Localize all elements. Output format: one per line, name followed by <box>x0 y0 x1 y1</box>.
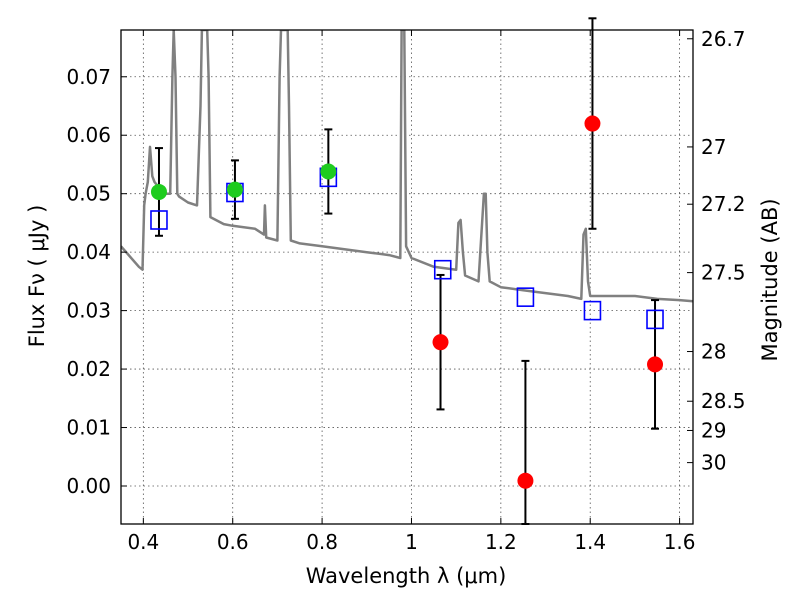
x-tick-label: 1.2 <box>485 530 517 554</box>
x-tick-label: 0.8 <box>306 530 338 554</box>
x-tick-label: 1.4 <box>574 530 606 554</box>
y-axis: 0.00 0.01 0.02 0.03 0.04 0.05 0.06 0.07 <box>66 65 127 498</box>
x-tick-label: 0.4 <box>127 530 159 554</box>
y-tick-label: 0.01 <box>66 416 111 440</box>
y-tick-label: 0.05 <box>66 182 111 206</box>
y-tick-label: 0.02 <box>66 357 111 381</box>
grid <box>121 30 693 524</box>
observed-nir-point <box>647 356 664 373</box>
y-tick-label: 0.06 <box>66 123 111 147</box>
observed-optical-point <box>150 183 167 200</box>
y-tick-label: 0.07 <box>66 65 111 89</box>
markers <box>150 115 664 489</box>
y2-axis-label: Magnitude (AB) <box>758 198 782 361</box>
y2-tick-label: 27.2 <box>701 192 746 216</box>
x-tick-label: 0.6 <box>217 530 249 554</box>
y-tick-label: 0.03 <box>66 299 111 323</box>
y2-tick-label: 27 <box>701 135 726 159</box>
model-photometry-point <box>583 300 602 321</box>
model-photometry-point <box>150 210 168 230</box>
y2-tick-label: 28.5 <box>701 389 746 413</box>
model-photometry-point <box>646 309 664 330</box>
x-tick-label: 1 <box>405 530 418 554</box>
y2-tick-label: 26.7 <box>701 27 746 51</box>
y2-tick-label: 27.5 <box>701 261 746 285</box>
x-tick-label: 1.6 <box>664 530 696 554</box>
observed-optical-point <box>226 181 243 198</box>
y-axis-label: Flux Fν ( μJy ) <box>25 205 49 348</box>
model-photometry-point <box>516 287 535 307</box>
y2-tick-label: 28 <box>701 340 726 364</box>
observed-nir-point <box>432 334 449 351</box>
y2-axis: 26.7 27 27.2 27.5 28 28.5 29 30 <box>687 27 746 475</box>
y-tick-label: 0.04 <box>66 240 111 264</box>
observed-nir-point <box>584 115 601 132</box>
x-axis: 0.4 0.6 0.8 1 1.2 1.4 1.6 <box>127 30 696 554</box>
observed-nir-point <box>517 472 534 489</box>
y2-tick-label: 29 <box>701 418 726 442</box>
y-tick-label: 0.00 <box>66 474 111 498</box>
observed-optical-point <box>320 163 337 180</box>
model-spectrum-layer <box>121 30 693 303</box>
model-spectrum-line <box>121 30 693 303</box>
y2-tick-label: 30 <box>701 451 726 475</box>
model-photometry-point <box>433 259 452 280</box>
plot-frame <box>120 29 694 525</box>
x-axis-label: Wavelength λ (μm) <box>306 564 507 588</box>
